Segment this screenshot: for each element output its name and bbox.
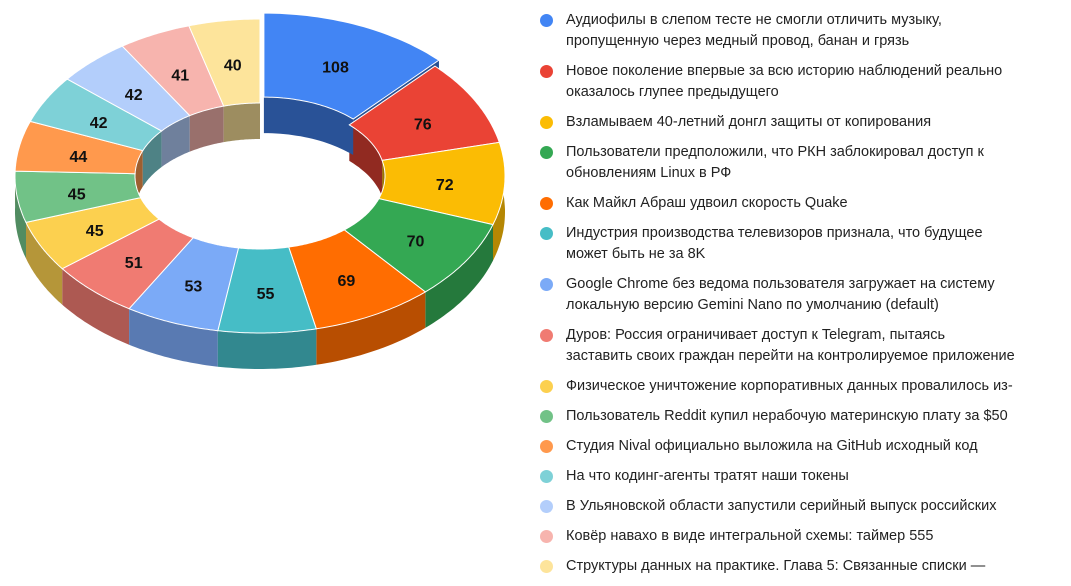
legend-item: Новое поколение впервые за всю историю н… (540, 61, 1065, 103)
legend-item: Взламываем 40-летний донгл защиты от коп… (540, 112, 1065, 133)
legend-item: Пользователь Reddit купил нерабочую мате… (540, 406, 1065, 427)
legend-swatch-icon (540, 440, 553, 453)
legend-swatch-icon (540, 65, 553, 78)
legend-label: Ковёр навахо в виде интегральной схемы: … (566, 528, 934, 544)
legend-label: На что кодинг-агенты тратят наши токены (566, 468, 849, 484)
value-label: 76 (414, 117, 432, 134)
legend-label: Взламываем 40-летний донгл защиты от коп… (566, 114, 932, 130)
value-label: 44 (70, 149, 88, 166)
legend-label: Аудиофилы в слепом тесте не смогли отлич… (566, 12, 942, 49)
value-label: 69 (338, 273, 356, 290)
legend-item: На что кодинг-агенты тратят наши токены (540, 466, 1065, 487)
value-label: 72 (436, 177, 454, 194)
legend-swatch-icon (540, 278, 553, 291)
legend-item: Аудиофилы в слепом тесте не смогли отлич… (540, 10, 1065, 52)
legend-swatch-icon (540, 500, 553, 513)
legend-swatch-icon (540, 530, 553, 543)
slice-top (263, 12, 440, 120)
value-label: 108 (322, 59, 349, 76)
legend-label: В Ульяновской области запустили серийный… (566, 498, 997, 514)
slice-outer-wall (15, 171, 26, 259)
legend-label: Дуров: Россия ограничивает доступ к Tele… (566, 327, 1015, 364)
legend-swatch-icon (540, 146, 553, 159)
legend-swatch-icon (540, 329, 553, 342)
legend-label: Новое поколение впервые за всю историю н… (566, 63, 1003, 100)
slice-outer-wall (316, 291, 426, 365)
value-label: 45 (68, 187, 86, 204)
legend-swatch-icon (540, 197, 553, 210)
slice-inner-wall (263, 97, 354, 155)
slice-inner-wall (223, 103, 260, 143)
slice-outer-wall (129, 308, 218, 367)
slice-inner-wall (161, 115, 190, 167)
legend-item: Как Майкл Абраш удвоил скорость Quake (540, 193, 1065, 214)
legend-label: Структуры данных на практике. Глава 5: С… (566, 558, 986, 574)
value-label: 42 (90, 115, 108, 132)
value-label: 51 (125, 255, 143, 272)
legend-item: Ковёр навахо в виде интегральной схемы: … (540, 526, 1065, 547)
value-label: 41 (171, 67, 189, 84)
legend-item: Индустрия производства телевизоров призн… (540, 223, 1065, 265)
value-label: 40 (224, 57, 242, 74)
chart-legend: Аудиофилы в слепом тесте не смогли отлич… (540, 10, 1065, 586)
legend-label: Физическое уничтожение корпоративных дан… (566, 378, 1013, 394)
slice-inner-wall (189, 106, 224, 152)
legend-item: Студия Nival официально выложила на GitH… (540, 436, 1065, 457)
legend-label: Google Chrome без ведома пользователя за… (566, 276, 995, 313)
legend-label: Индустрия производства телевизоров призн… (566, 225, 983, 262)
slice-outer-wall (217, 328, 317, 369)
legend-swatch-icon (540, 14, 553, 27)
legend-swatch-icon (540, 560, 553, 573)
slice-inner-wall (349, 124, 383, 197)
legend-swatch-icon (540, 227, 553, 240)
legend-swatch-icon (540, 410, 553, 423)
slice-outer-wall (26, 222, 63, 305)
legend-item: В Ульяновской области запустили серийный… (540, 496, 1065, 517)
legend-label: Пользователи предположили, что РКН забло… (566, 144, 984, 181)
legend-swatch-icon (540, 116, 553, 129)
value-label: 55 (257, 286, 275, 303)
legend-item: Google Chrome без ведома пользователя за… (540, 274, 1065, 316)
legend-item: Дуров: Россия ограничивает доступ к Tele… (540, 325, 1065, 367)
value-label: 70 (407, 234, 425, 251)
value-label: 42 (125, 87, 143, 104)
legend-label: Студия Nival официально выложила на GitH… (566, 438, 978, 454)
legend-item: Пользователи предположили, что РКН забло… (540, 142, 1065, 184)
legend-item: Структуры данных на практике. Глава 5: С… (540, 556, 1065, 577)
value-label: 45 (86, 223, 104, 240)
legend-label: Как Майкл Абраш удвоил скорость Quake (566, 195, 848, 211)
slice-outer-wall (62, 268, 130, 345)
value-label: 53 (185, 279, 203, 296)
legend-swatch-icon (540, 470, 553, 483)
legend-swatch-icon (540, 380, 553, 393)
legend-label: Пользователь Reddit купил нерабочую мате… (566, 408, 1008, 424)
slice-top (188, 18, 261, 107)
legend-item: Физическое уничтожение корпоративных дан… (540, 376, 1065, 397)
donut-slices (14, 12, 506, 369)
